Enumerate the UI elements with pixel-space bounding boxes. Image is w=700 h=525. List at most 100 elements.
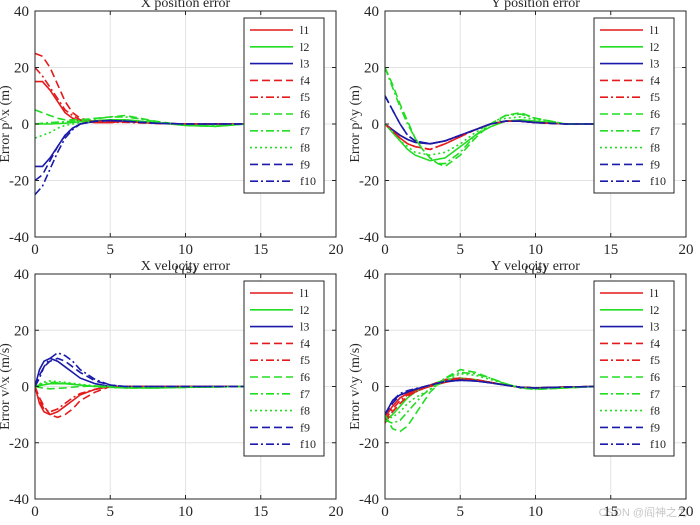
series-line-f8 — [385, 372, 596, 419]
legend-label-f10: f10 — [300, 174, 316, 188]
x-axis-label: t (s) — [524, 262, 547, 277]
legend: l1 l2 l3 f4 f5 f6 f7 f8 f9 f10 — [243, 17, 325, 194]
chart-title: X position error — [141, 0, 231, 11]
legend-label-l2: l2 — [650, 40, 659, 54]
legend-label-f4: f4 — [300, 73, 310, 87]
legend-label-l2: l2 — [300, 40, 309, 54]
series-line-f7 — [385, 67, 596, 165]
series-line-f10 — [35, 351, 246, 388]
legend-label-f7: f7 — [300, 387, 310, 401]
x-tick-label: 15 — [603, 242, 618, 258]
y-tick-label: -20 — [9, 436, 29, 452]
legend-label-l3: l3 — [300, 57, 309, 71]
x-tick-label: 20 — [329, 504, 344, 520]
series-line-f5 — [385, 120, 596, 151]
y-tick-label: -40 — [359, 230, 379, 246]
y-tick-label: 0 — [22, 117, 30, 133]
x-tick-label: 5 — [107, 242, 115, 258]
y-tick-label: 0 — [22, 380, 30, 396]
legend-label-f10: f10 — [300, 437, 316, 451]
x-tick-label: 15 — [253, 242, 268, 258]
y-axis-label: Error v^y (m/s) — [348, 343, 363, 430]
series-line-f7 — [35, 116, 246, 128]
y-tick-label: -20 — [9, 174, 29, 190]
x-tick-label: 0 — [31, 504, 39, 520]
y-tick-label: -20 — [359, 174, 379, 190]
legend-label-f9: f9 — [650, 157, 660, 171]
y-tick-label: 0 — [372, 380, 380, 396]
legend-label-f10: f10 — [650, 174, 666, 188]
legend-label-f4: f4 — [650, 336, 660, 350]
legend-label-f10: f10 — [650, 437, 666, 451]
series-line-f6 — [385, 67, 596, 168]
legend-label-f6: f6 — [650, 107, 660, 121]
y-axis-label: Error v^x (m/s) — [0, 343, 13, 430]
legend-label-l2: l2 — [650, 303, 659, 317]
legend-label-l3: l3 — [300, 320, 309, 334]
chart-panel-2: Y position error t (s) Error p^y (m) 0 5 10 15… — [348, 0, 694, 277]
y-tick-label: 40 — [14, 4, 29, 20]
series-line-f10 — [385, 379, 596, 415]
watermark: CSDN @阎神之力 — [599, 505, 688, 519]
legend-label-f5: f5 — [300, 90, 310, 104]
series-line-f8 — [385, 116, 596, 156]
legend-label-f9: f9 — [300, 157, 310, 171]
legend-label-f9: f9 — [300, 420, 310, 434]
x-tick-label: 10 — [178, 242, 193, 258]
x-tick-label: 10 — [528, 242, 543, 258]
legend-label-f7: f7 — [300, 124, 310, 138]
legend-label-l3: l3 — [650, 57, 659, 71]
x-tick-label: 20 — [329, 242, 344, 258]
legend-label-l1: l1 — [650, 286, 659, 300]
x-tick-label: 5 — [107, 504, 115, 520]
series-group — [385, 368, 596, 433]
y-axis-label: Error p^x (m) — [0, 85, 13, 163]
legend-label-f5: f5 — [300, 353, 310, 367]
chart-title: Y position error — [491, 0, 580, 11]
y-tick-label: 40 — [364, 267, 379, 283]
y-tick-label: 20 — [364, 323, 379, 339]
chart-title: X velocity error — [141, 259, 231, 274]
y-tick-label: 20 — [14, 61, 29, 77]
y-tick-label: 0 — [372, 117, 380, 133]
legend-label-f6: f6 — [650, 370, 660, 384]
legend-box — [593, 17, 675, 194]
legend-label-f5: f5 — [650, 90, 660, 104]
y-tick-label: -40 — [9, 492, 29, 508]
series-group — [35, 351, 246, 419]
y-tick-label: 40 — [14, 267, 29, 283]
legend-label-f7: f7 — [650, 124, 660, 138]
x-tick-label: 10 — [178, 504, 193, 520]
y-tick-label: -40 — [9, 230, 29, 246]
series-group — [35, 52, 246, 196]
legend-label-f4: f4 — [300, 336, 310, 350]
legend-label-f8: f8 — [300, 404, 310, 418]
legend-label-l1: l1 — [650, 23, 659, 37]
x-tick-label: 10 — [528, 504, 543, 520]
series-line-f8 — [35, 380, 246, 389]
x-tick-label: 0 — [31, 242, 39, 258]
legend-label-l2: l2 — [300, 303, 309, 317]
legend-label-f5: f5 — [650, 353, 660, 367]
legend-label-f7: f7 — [650, 387, 660, 401]
x-tick-label: 15 — [253, 504, 268, 520]
legend-box — [243, 280, 325, 457]
chart-panel-1: X position error t (s) Error p^x (m) 0 5 10 15… — [0, 0, 344, 277]
legend-label-f9: f9 — [650, 420, 660, 434]
x-tick-label: 0 — [381, 242, 389, 258]
legend: l1 l2 l3 f4 f5 f6 f7 f8 f9 f10 — [243, 280, 325, 457]
x-tick-label: 5 — [457, 504, 465, 520]
x-axis-label: t (s) — [174, 262, 197, 277]
series-line-f9 — [385, 379, 596, 416]
legend-box — [593, 280, 675, 457]
x-tick-label: 15 — [603, 504, 618, 520]
chart-title: Y velocity error — [491, 259, 580, 274]
x-tick-label: 20 — [679, 504, 694, 520]
y-tick-label: -20 — [359, 436, 379, 452]
legend-label-l1: l1 — [300, 286, 309, 300]
x-tick-label: 0 — [381, 504, 389, 520]
y-axis-label: Error p^y (m) — [348, 85, 363, 163]
legend-label-f4: f4 — [650, 73, 660, 87]
legend-label-f6: f6 — [300, 370, 310, 384]
